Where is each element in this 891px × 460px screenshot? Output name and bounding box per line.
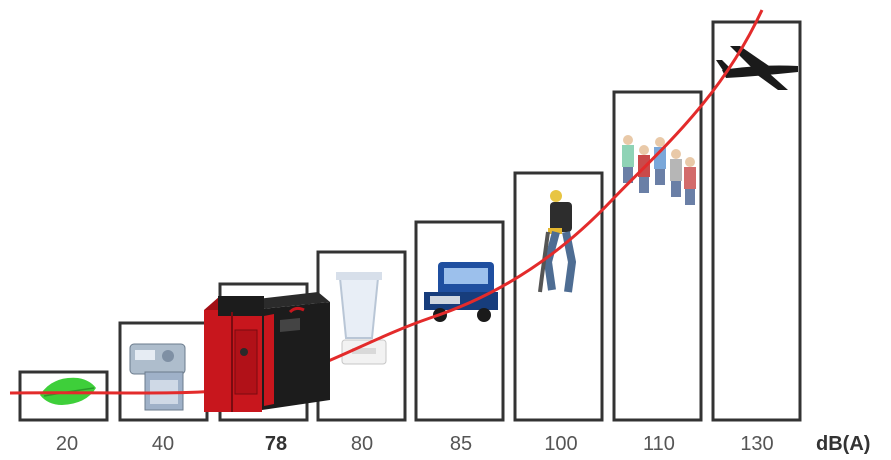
tick-label-20: 20 [56,433,78,455]
tick-label-40: 40 [152,433,174,455]
compressor-icon [204,292,330,412]
bar-130 [711,20,802,422]
unit-label: dB(A) [816,433,870,455]
tick-labels: 20 40 78 80 85 100 110 130 [56,433,774,455]
tick-label-100: 100 [544,433,577,455]
tick-label-78: 78 [265,433,287,455]
printer-icon [129,343,186,411]
blender-icon [336,272,387,365]
tick-label-80: 80 [351,433,373,455]
bar-85 [414,220,505,422]
tick-label-110: 110 [643,433,675,455]
tick-label-85: 85 [450,433,472,455]
compressor-layer [204,292,330,412]
noise-curve [9,9,764,395]
tick-label-130: 130 [740,433,773,455]
jackhammer-worker-icon [538,190,577,293]
